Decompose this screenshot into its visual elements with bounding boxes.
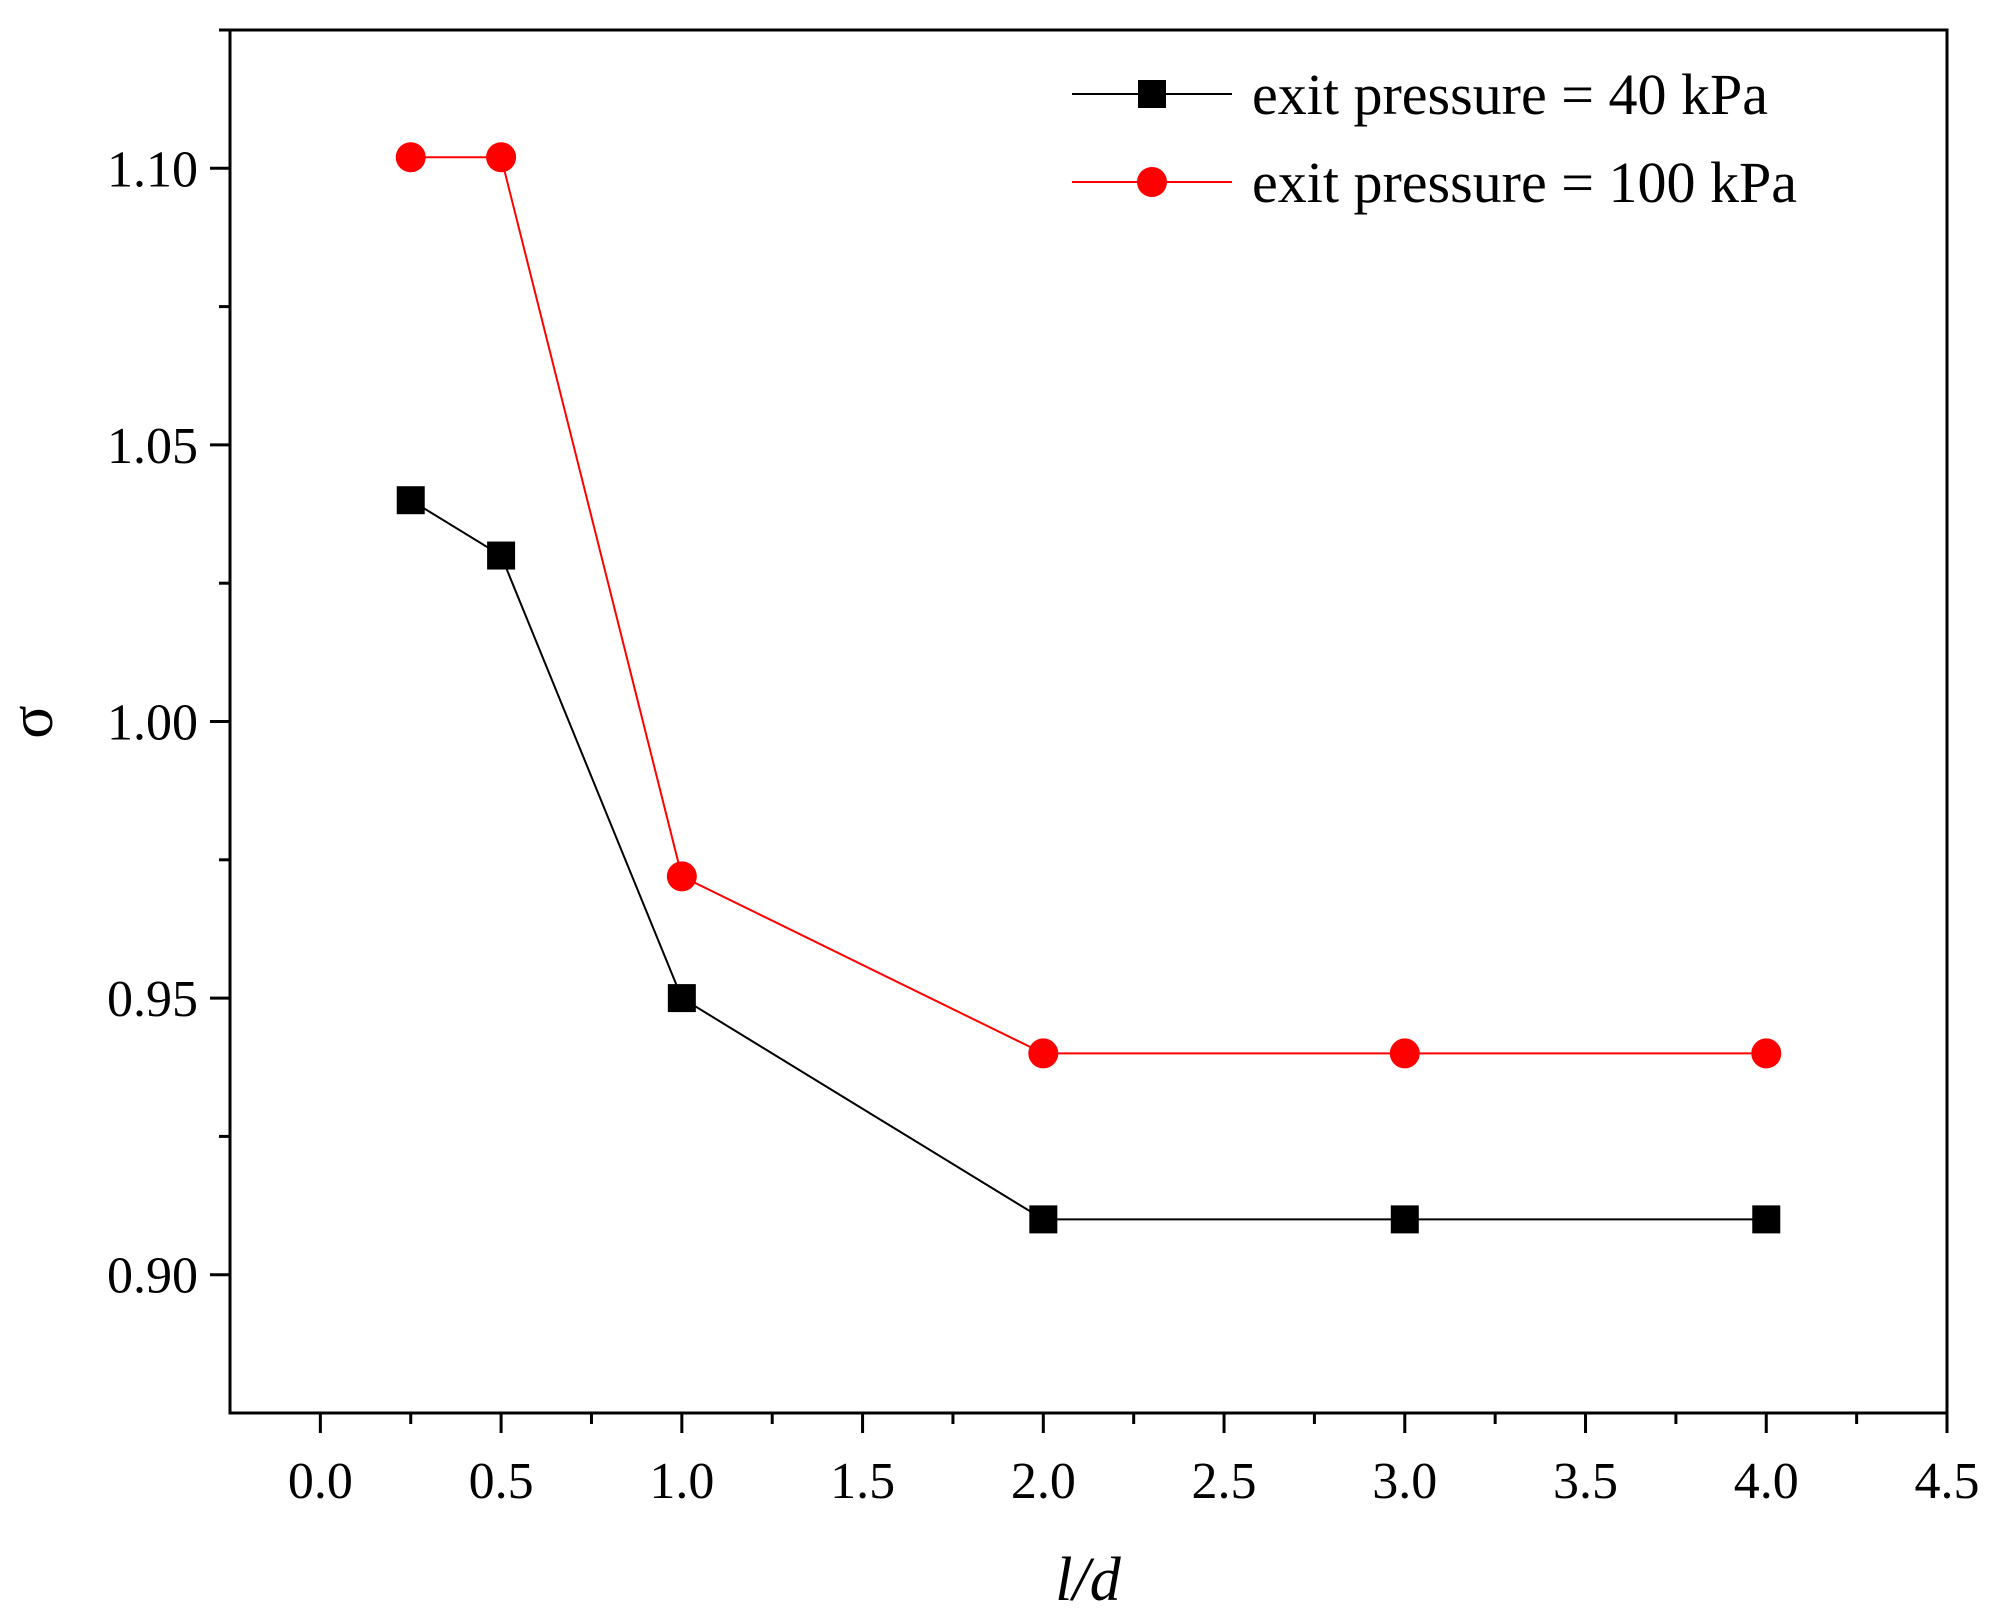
y-tick-label: 1.00 <box>107 695 198 752</box>
x-tick-label: 3.5 <box>1553 1453 1618 1510</box>
x-tick-label: 4.0 <box>1734 1453 1799 1510</box>
data-point <box>1751 1038 1782 1069</box>
x-tick-label: 3.0 <box>1372 1453 1437 1510</box>
legend-label: exit pressure = 100 kPa <box>1252 150 1797 215</box>
data-point <box>1028 1038 1059 1069</box>
legend-entry: exit pressure = 100 kPa <box>1072 150 1797 215</box>
y-tick-label: 0.95 <box>107 971 198 1028</box>
x-axis-title: l/d <box>1055 1546 1121 1614</box>
series-line <box>410 499 1767 1221</box>
x-tick-label: 2.0 <box>1011 1453 1076 1510</box>
x-tick-label: 4.5 <box>1915 1453 1980 1510</box>
data-point <box>395 142 426 173</box>
x-tick-label: 1.0 <box>649 1453 714 1510</box>
data-point <box>666 861 697 892</box>
y-tick-label: 1.10 <box>107 141 198 198</box>
data-point <box>1390 1205 1419 1234</box>
plot-frame <box>228 28 1949 1415</box>
series-2 <box>395 142 1782 1069</box>
series-1 <box>396 486 1781 1234</box>
y-axis: 0.90 0.95 1.00 1.05 1.10 <box>107 28 230 1305</box>
data-point <box>1389 1038 1420 1069</box>
x-tick-label: 1.5 <box>830 1453 895 1510</box>
series-layer <box>395 142 1782 1234</box>
legend-marker <box>1138 80 1166 108</box>
data-point <box>486 142 517 173</box>
y-tick-label: 0.90 <box>107 1248 198 1305</box>
y-tick-label: 1.05 <box>107 418 198 475</box>
data-point <box>487 541 516 570</box>
legend-label: exit pressure = 40 kPa <box>1252 62 1768 127</box>
legend-entry: exit pressure = 40 kPa <box>1072 62 1768 127</box>
legend-marker <box>1137 167 1167 197</box>
data-point <box>1029 1205 1058 1234</box>
data-point <box>667 984 696 1013</box>
x-tick-label: 2.5 <box>1192 1453 1257 1510</box>
x-tick-label: 0.5 <box>469 1453 534 1510</box>
x-axis: 0.0 0.5 1.0 1.5 2.0 2.5 3.0 3.5 4.0 4.5 <box>288 1413 1980 1510</box>
y-axis-title: σ <box>0 705 66 738</box>
data-point <box>1752 1205 1781 1234</box>
data-point <box>396 486 425 515</box>
x-tick-label: 0.0 <box>288 1453 353 1510</box>
series-line <box>410 156 1767 1055</box>
legend: exit pressure = 40 kPa exit pressure = 10… <box>1072 62 1797 215</box>
